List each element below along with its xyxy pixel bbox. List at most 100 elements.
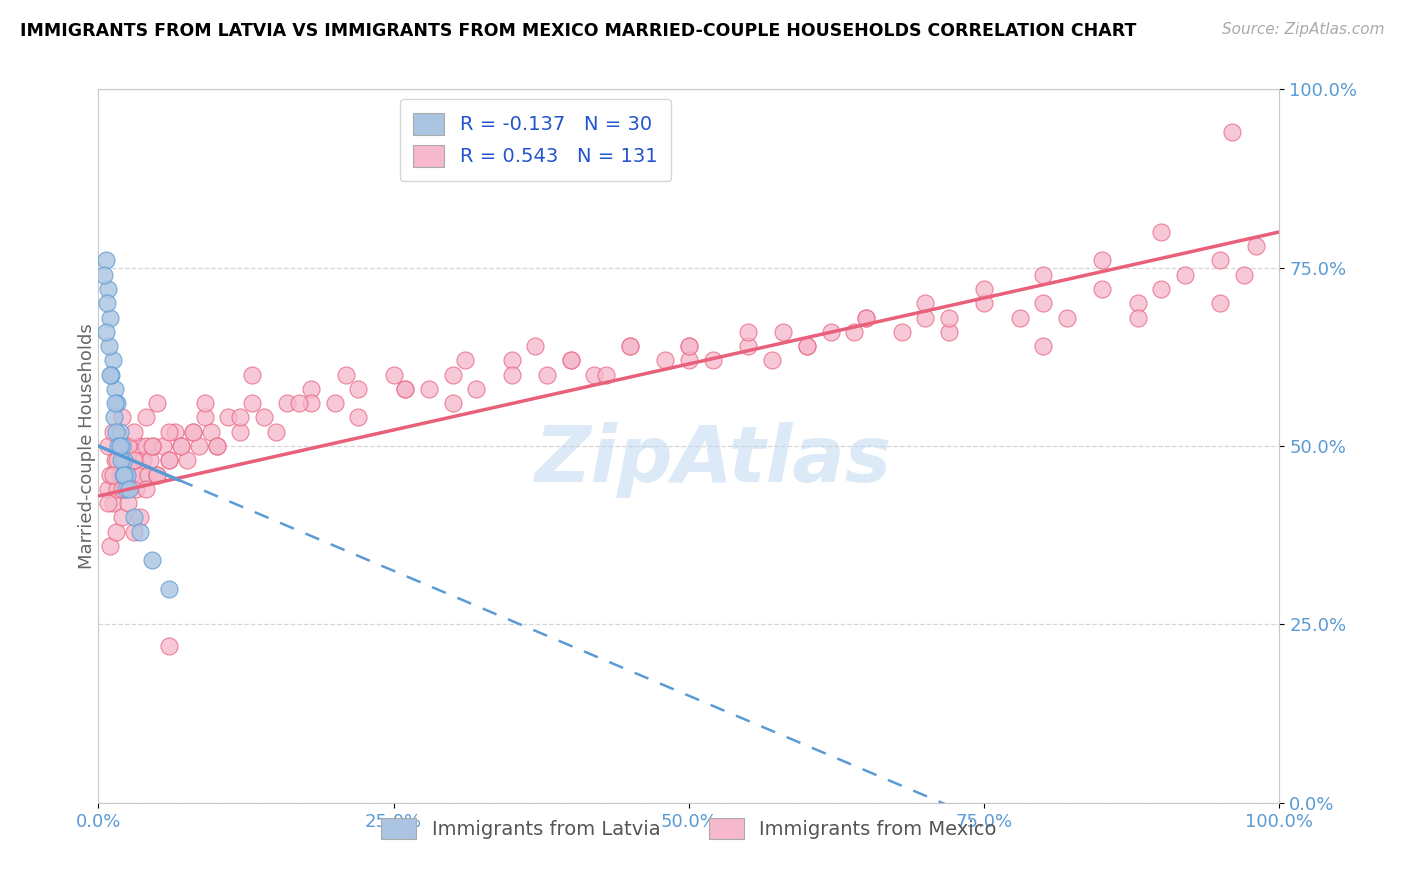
Point: [98, 339, 121, 353]
Point: [229, 410, 252, 425]
Point: [855, 310, 877, 325]
Point: [347, 410, 370, 425]
Point: [105, 425, 128, 439]
Point: [194, 410, 217, 425]
Point: [560, 353, 582, 368]
Point: [141, 439, 163, 453]
Point: [128, 524, 150, 539]
Point: [973, 282, 995, 296]
Point: [1008, 310, 1031, 325]
Point: [973, 296, 995, 310]
Point: [129, 467, 152, 482]
Point: [170, 439, 193, 453]
Legend: Immigrants from Latvia, Immigrants from Mexico: Immigrants from Latvia, Immigrants from …: [373, 810, 1005, 847]
Point: [146, 396, 169, 410]
Text: Source: ZipAtlas.com: Source: ZipAtlas.com: [1222, 22, 1385, 37]
Point: [105, 453, 128, 467]
Point: [98, 310, 121, 325]
Point: [98, 467, 121, 482]
Point: [111, 453, 134, 467]
Point: [97, 439, 120, 453]
Point: [560, 353, 582, 368]
Point: [157, 453, 180, 467]
Point: [1209, 296, 1232, 310]
Point: [128, 510, 150, 524]
Point: [1091, 253, 1114, 268]
Point: [101, 496, 124, 510]
Point: [104, 382, 127, 396]
Point: [115, 467, 138, 482]
Point: [844, 325, 866, 339]
Point: [122, 453, 145, 467]
Point: [108, 467, 131, 482]
Point: [112, 482, 135, 496]
Point: [111, 439, 134, 453]
Point: [121, 467, 143, 482]
Point: [1150, 225, 1173, 239]
Point: [1032, 268, 1054, 282]
Point: [890, 325, 912, 339]
Point: [107, 439, 129, 453]
Point: [94, 325, 117, 339]
Point: [288, 396, 311, 410]
Point: [240, 396, 263, 410]
Point: [194, 396, 217, 410]
Point: [347, 382, 370, 396]
Point: [111, 510, 134, 524]
Point: [101, 425, 124, 439]
Point: [181, 425, 204, 439]
Point: [595, 368, 617, 382]
Point: [619, 339, 641, 353]
Point: [253, 410, 276, 425]
Point: [1126, 296, 1149, 310]
Point: [101, 353, 124, 368]
Point: [187, 439, 209, 453]
Point: [157, 425, 180, 439]
Point: [98, 368, 121, 382]
Point: [394, 382, 416, 396]
Text: ZipAtlas: ZipAtlas: [534, 422, 891, 499]
Point: [1091, 282, 1114, 296]
Point: [118, 439, 141, 453]
Point: [654, 353, 676, 368]
Point: [132, 453, 155, 467]
Point: [1244, 239, 1267, 253]
Point: [157, 582, 180, 596]
Point: [122, 510, 145, 524]
Point: [105, 524, 128, 539]
Point: [820, 325, 842, 339]
Point: [97, 482, 120, 496]
Point: [276, 396, 298, 410]
Point: [335, 368, 357, 382]
Point: [105, 482, 128, 496]
Point: [1056, 310, 1078, 325]
Point: [678, 353, 700, 368]
Text: IMMIGRANTS FROM LATVIA VS IMMIGRANTS FROM MEXICO MARRIED-COUPLE HOUSEHOLDS CORRE: IMMIGRANTS FROM LATVIA VS IMMIGRANTS FRO…: [20, 22, 1136, 40]
Point: [200, 425, 222, 439]
Point: [112, 453, 135, 467]
Point: [205, 439, 228, 453]
Point: [136, 467, 159, 482]
Point: [122, 524, 145, 539]
Point: [1233, 268, 1256, 282]
Point: [110, 453, 132, 467]
Point: [737, 339, 759, 353]
Point: [323, 396, 346, 410]
Point: [141, 553, 163, 567]
Point: [100, 368, 122, 382]
Point: [101, 467, 124, 482]
Point: [139, 453, 162, 467]
Point: [465, 382, 488, 396]
Point: [135, 482, 157, 496]
Point: [205, 439, 228, 453]
Point: [772, 325, 794, 339]
Point: [112, 467, 135, 482]
Point: [678, 339, 700, 353]
Point: [240, 368, 263, 382]
Point: [170, 439, 193, 453]
Point: [115, 467, 138, 482]
Point: [382, 368, 405, 382]
Point: [1032, 296, 1054, 310]
Point: [105, 396, 128, 410]
Point: [1032, 339, 1054, 353]
